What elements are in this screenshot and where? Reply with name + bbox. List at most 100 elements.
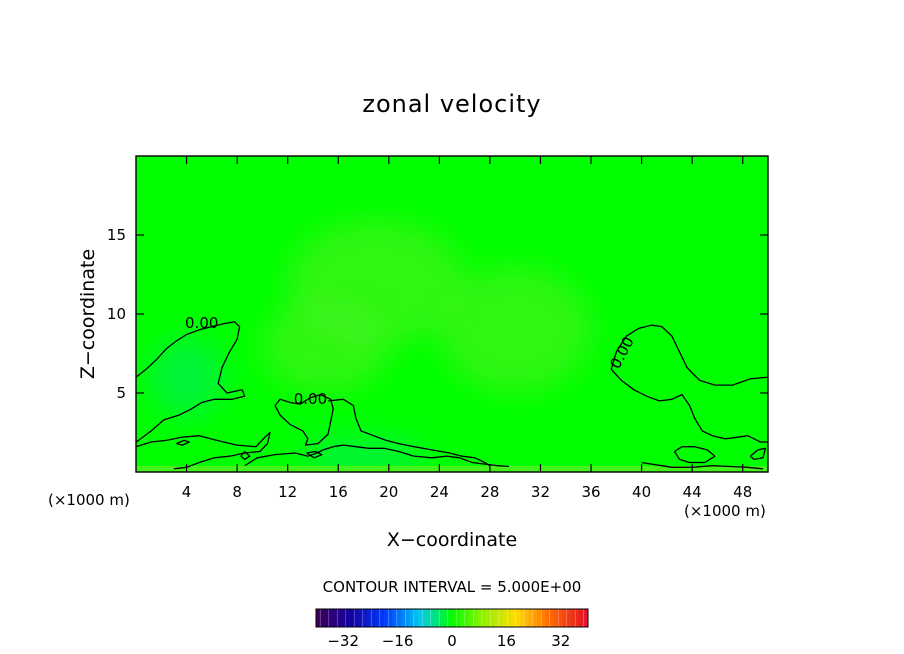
colorbar-cell: [362, 609, 368, 627]
contour-line: [610, 324, 768, 386]
x-tick-label: 36: [581, 483, 600, 501]
x-tick-label: 20: [379, 483, 398, 501]
colorbar-cell: [566, 609, 572, 627]
colorbar-cell: [498, 609, 504, 627]
colorbar-cell: [435, 609, 440, 627]
colorbar-tick-label: −32: [327, 632, 359, 650]
colorbar-cell: [558, 609, 563, 627]
shading-blob: [300, 437, 427, 472]
contour-line: [274, 393, 334, 446]
x-tick-label: 16: [329, 483, 348, 501]
colorbar-cell: [379, 609, 385, 627]
zero-contours: [136, 321, 768, 470]
contour-line: [136, 321, 246, 443]
contour-line: [328, 398, 491, 467]
colorbar-cell: [426, 609, 432, 627]
colorbar-cell: [473, 609, 478, 627]
colorbar-cell: [515, 609, 521, 627]
colorbar-cell: [439, 609, 444, 627]
colorbar-cell: [477, 609, 483, 627]
colorbar-cell: [405, 609, 410, 627]
colorbar-cell: [541, 609, 546, 627]
colorbar-cell: [464, 609, 470, 627]
colorbar-cell: [401, 609, 406, 627]
x-tick-label: 4: [182, 483, 192, 501]
x-unit-right: (×1000 m): [684, 502, 766, 520]
colorbar-tick-label: −16: [382, 632, 414, 650]
colorbar-cell: [520, 609, 525, 627]
colorbar-cell: [528, 609, 534, 627]
colorbar-cell: [554, 609, 559, 627]
colorbar-cell: [549, 609, 555, 627]
shading-blob: [287, 219, 465, 346]
x-unit-left: (×1000 m): [48, 491, 130, 509]
colorbar-cell: [354, 609, 359, 627]
colorbar-cell: [562, 609, 568, 627]
colorbar-tick-label: 32: [551, 632, 570, 650]
colorbar-cell: [324, 609, 330, 627]
contour-line: [240, 451, 251, 461]
colorbar-cell: [583, 609, 589, 627]
x-axis-ticks: 4 8 12 16 20 24 28 32 36 40 44 48: [182, 156, 752, 501]
colorbar-cell: [337, 609, 342, 627]
colorbar-cell: [384, 609, 389, 627]
contour-line: [610, 368, 768, 443]
colorbar-cell: [392, 609, 398, 627]
colorbar-cell: [490, 609, 495, 627]
colorbar-cell: [413, 609, 419, 627]
colorbar-cell: [350, 609, 355, 627]
colorbar-tick-label: 0: [447, 632, 457, 650]
y-tick-label: 5: [116, 384, 126, 402]
colorbar-cell: [537, 609, 542, 627]
colorbar-cell: [524, 609, 529, 627]
colorbar-cell: [511, 609, 517, 627]
colorbar-cell: [409, 609, 415, 627]
contour-label: 0.00: [294, 390, 327, 408]
colorbar-cell: [418, 609, 423, 627]
x-tick-label: 12: [278, 483, 297, 501]
contour-label: 0.00: [185, 314, 218, 332]
colorbar-cell: [571, 609, 576, 627]
colorbar-cell: [367, 609, 372, 627]
colorbar-cell: [469, 609, 474, 627]
x-axis-label: X−coordinate: [387, 529, 517, 551]
chart-title: zonal velocity: [362, 90, 541, 118]
colorbar-cell: [545, 609, 551, 627]
colorbar-cell: [371, 609, 376, 627]
contour-line: [136, 431, 271, 470]
colorbar-cell: [430, 609, 436, 627]
colorbar-cell: [532, 609, 538, 627]
shading-blob: [148, 337, 225, 417]
colorbar-cell: [494, 609, 500, 627]
field-shading: [148, 219, 592, 472]
x-tick-label: 44: [683, 483, 702, 501]
colorbar-cell: [375, 609, 381, 627]
colorbar-cell: [456, 609, 461, 627]
colorbar-cell: [345, 609, 351, 627]
colorbar-cell: [443, 609, 449, 627]
contour-interval-text: CONTOUR INTERVAL = 5.000E+00: [323, 578, 582, 596]
colorbar-cell: [503, 609, 508, 627]
colorbar-cell: [388, 609, 393, 627]
y-axis-label: Z−coordinate: [77, 249, 99, 379]
colorbar-tick-label: 16: [497, 632, 516, 650]
colorbar-tick-labels: −32 −16 0 16 32: [327, 632, 570, 650]
colorbar: [316, 609, 589, 627]
y-axis-ticks: 5 10 15: [107, 226, 768, 402]
x-tick-label: 48: [733, 483, 752, 501]
colorbar-cell: [333, 609, 338, 627]
shading-blob: [439, 266, 592, 393]
surface-band: [136, 466, 768, 472]
colorbar-cell: [486, 609, 491, 627]
colorbar-cell: [328, 609, 334, 627]
x-tick-label: 32: [531, 483, 550, 501]
colorbar-cell: [422, 609, 427, 627]
y-tick-label: 15: [107, 226, 126, 244]
x-tick-label: 24: [430, 483, 449, 501]
colorbar-cell: [452, 609, 457, 627]
x-tick-label: 40: [632, 483, 651, 501]
colorbar-cell: [396, 609, 402, 627]
contour-line: [749, 447, 767, 461]
y-tick-label: 10: [107, 305, 126, 323]
